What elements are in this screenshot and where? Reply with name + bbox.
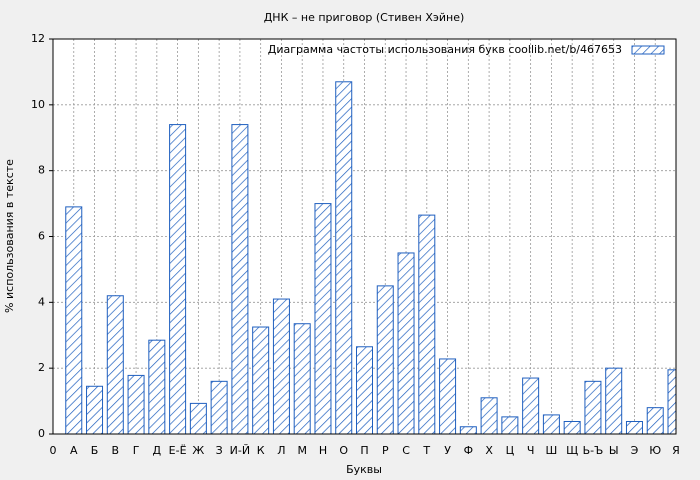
- bar: [563, 420, 581, 434]
- bar: [459, 426, 477, 434]
- bar: [418, 214, 436, 434]
- bar: [356, 346, 373, 434]
- x-tick-label: У: [444, 444, 451, 457]
- x-tick-label: Р: [382, 444, 389, 457]
- x-tick-label: Ы: [609, 444, 619, 457]
- y-tick-label: 6: [38, 230, 45, 243]
- bar: [65, 206, 83, 434]
- x-tick-label: И-Й: [230, 444, 250, 457]
- bar: [272, 298, 290, 434]
- bar: [335, 81, 353, 434]
- bar: [542, 414, 560, 434]
- bar: [210, 380, 228, 434]
- y-tick-label: 10: [31, 98, 45, 111]
- x-tick-label: З: [216, 444, 223, 457]
- bar: [584, 380, 602, 434]
- x-tick-label: Э: [631, 444, 639, 457]
- x-tick-label: Л: [277, 444, 285, 457]
- x-tick-label: Ю: [649, 444, 661, 457]
- x-tick-label: Ф: [464, 444, 473, 457]
- bar: [169, 124, 187, 434]
- y-tick-label: 8: [38, 164, 45, 177]
- bar: [605, 367, 623, 434]
- x-tick-label: Ж: [192, 444, 204, 457]
- x-tick-label: О: [339, 444, 348, 457]
- bar: [625, 420, 643, 434]
- legend-swatch: [631, 45, 665, 55]
- y-tick-label: 0: [38, 427, 45, 440]
- bar: [439, 358, 457, 434]
- x-tick-label: 0: [50, 444, 57, 457]
- y-tick-label: 12: [31, 32, 45, 45]
- bar: [252, 326, 270, 434]
- x-tick-label: М: [297, 444, 307, 457]
- x-tick-label: Х: [485, 444, 493, 457]
- x-tick-label: Ч: [527, 444, 535, 457]
- y-tick-label: 2: [38, 361, 45, 374]
- bar: [86, 385, 104, 434]
- x-tick-label: Н: [319, 444, 327, 457]
- bar: [106, 295, 124, 434]
- bar: [127, 374, 145, 434]
- legend-label: Диаграмма частоты использования букв coo…: [268, 43, 622, 56]
- x-tick-label: П: [360, 444, 368, 457]
- y-axis-label: % использования в тексте: [3, 159, 16, 313]
- x-tick-label: С: [402, 444, 410, 457]
- x-tick-label: Т: [422, 444, 430, 457]
- x-tick-label: Г: [133, 444, 140, 457]
- bar: [376, 285, 394, 434]
- bar: [189, 402, 207, 434]
- bar: [397, 252, 415, 434]
- bar: [501, 416, 519, 434]
- bar: [148, 339, 166, 434]
- bar: [231, 124, 249, 434]
- bar: [646, 407, 664, 434]
- bar: [293, 323, 311, 434]
- x-tick-label: Д: [153, 444, 162, 457]
- x-tick-label: Б: [91, 444, 99, 457]
- x-tick-label: Ь-Ъ: [583, 444, 604, 457]
- x-tick-label: В: [112, 444, 120, 457]
- y-tick-label: 4: [38, 295, 45, 308]
- bar: [667, 369, 676, 434]
- bar: [522, 377, 540, 434]
- x-tick-label: Е-Ё: [169, 444, 187, 457]
- bar: [314, 203, 332, 434]
- x-tick-label: К: [257, 444, 265, 457]
- x-tick-label: Щ: [566, 444, 578, 457]
- x-tick-label: Ш: [546, 444, 558, 457]
- bar: [480, 397, 498, 434]
- x-tick-label: Я: [672, 444, 680, 457]
- x-tick-label: Ц: [506, 444, 515, 457]
- chart-title: ДНК – не приговор (Стивен Хэйне): [264, 11, 465, 24]
- x-tick-label: А: [70, 444, 78, 457]
- x-axis-label: Буквы: [346, 463, 382, 476]
